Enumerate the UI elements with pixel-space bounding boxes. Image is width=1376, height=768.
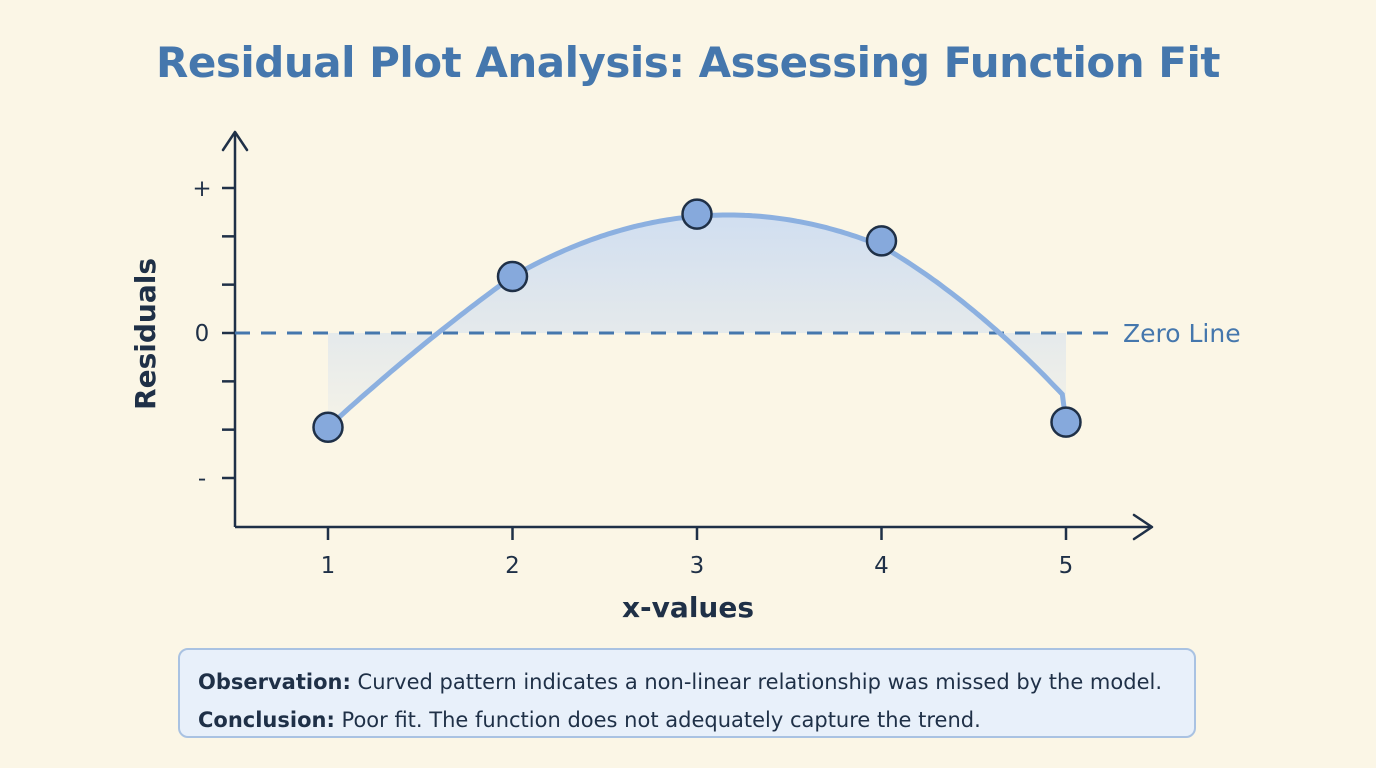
x-axis-title: x-values: [622, 591, 754, 624]
x-axis-arrow-icon: [1132, 513, 1154, 541]
chart-title: Residual Plot Analysis: Assessing Functi…: [156, 38, 1220, 87]
conclusion-label: Conclusion:: [198, 708, 335, 732]
data-point: [1050, 406, 1082, 438]
conclusion-line: Conclusion: Poor fit. The function does …: [198, 701, 1176, 739]
x-tick-label: 5: [1059, 553, 1074, 579]
x-tick-label: 1: [321, 553, 336, 579]
y-axis-arrow-icon: [221, 130, 249, 152]
y-tick-label: 0: [195, 321, 210, 347]
observation-line: Observation: Curved pattern indicates a …: [198, 663, 1176, 701]
observation-box: Observation: Curved pattern indicates a …: [178, 648, 1196, 738]
conclusion-text: Poor fit. The function does not adequate…: [334, 708, 981, 732]
x-tick-label: 3: [690, 553, 705, 579]
residual-shaded-area: [328, 215, 1066, 428]
x-tick-label: 2: [505, 553, 520, 579]
data-point: [681, 198, 713, 230]
data-point: [496, 260, 529, 293]
y-axis-title: Residuals: [129, 258, 162, 410]
observation-text: Curved pattern indicates a non-linear re…: [350, 670, 1162, 694]
y-tick-label: +: [192, 176, 211, 202]
y-tick-label: -: [198, 466, 206, 492]
x-tick-label: 4: [874, 553, 889, 579]
observation-label: Observation:: [198, 670, 351, 694]
zero-line-label: Zero Line: [1123, 319, 1241, 348]
data-point: [312, 411, 344, 443]
data-point: [865, 225, 898, 257]
